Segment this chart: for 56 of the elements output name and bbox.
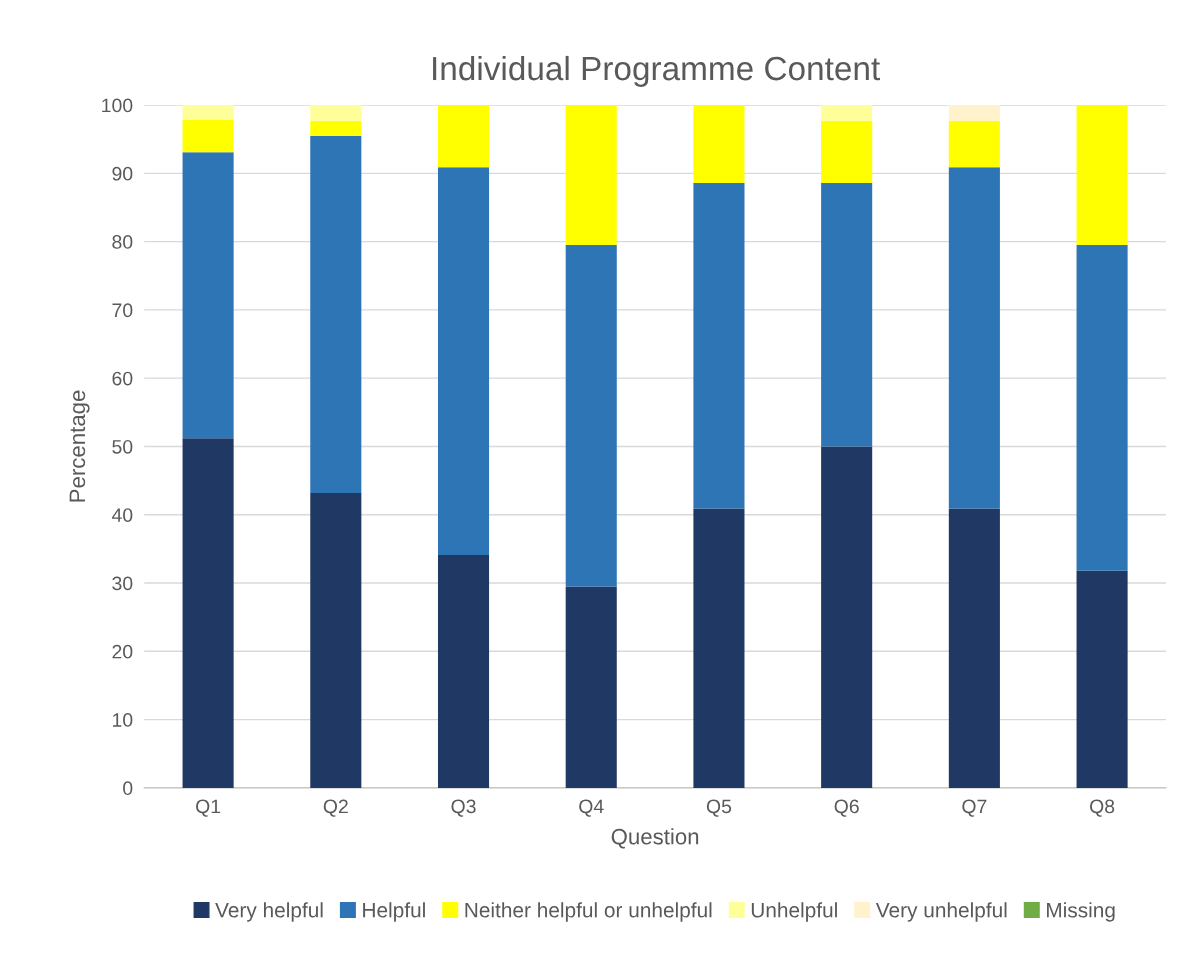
bar xyxy=(565,586,617,788)
y-tick-label: 60 xyxy=(112,371,133,386)
y-tick-label: 50 xyxy=(112,439,133,454)
x-tick-label: Q6 xyxy=(834,799,859,817)
y-tick-label: 90 xyxy=(112,166,133,181)
y-tick-label: 0 xyxy=(123,781,133,796)
bar xyxy=(821,446,873,788)
bar xyxy=(182,120,234,153)
y-tick-label: 40 xyxy=(111,508,133,522)
x-tick-label: Q8 xyxy=(1090,799,1115,817)
bar xyxy=(1076,245,1128,571)
chart-title: Individual Programme Content xyxy=(433,55,880,87)
bar xyxy=(948,167,1000,509)
y-tick-label: 30 xyxy=(112,576,133,591)
x-axis-title: Question xyxy=(611,828,699,849)
bar xyxy=(821,120,873,183)
x-tick-label: Q7 xyxy=(962,799,987,817)
bar xyxy=(948,120,1000,168)
bar xyxy=(565,105,617,246)
y-axis-title: Percentage xyxy=(69,390,90,502)
legend-label: Helpful xyxy=(363,902,425,922)
bar xyxy=(182,152,234,439)
bar xyxy=(310,120,362,136)
bar xyxy=(693,105,745,183)
bar xyxy=(1076,105,1128,246)
bar xyxy=(821,182,873,447)
y-tick-label: 100 xyxy=(102,98,133,113)
x-tick-label: Q3 xyxy=(451,799,476,817)
bar xyxy=(437,167,490,556)
bar xyxy=(437,105,490,168)
bar xyxy=(1076,570,1128,788)
legend-label: Very unhelpful xyxy=(875,902,1007,922)
x-tick-label: Q5 xyxy=(706,799,732,817)
bar xyxy=(437,555,490,788)
x-tick-label: Q1 xyxy=(196,799,221,817)
bar xyxy=(310,105,362,121)
y-tick-label: 80 xyxy=(112,235,133,249)
y-tick-label: 10 xyxy=(112,713,133,727)
legend-label: Missing xyxy=(1047,902,1115,922)
bar xyxy=(565,245,617,587)
bar xyxy=(310,135,362,493)
bar xyxy=(948,508,1000,788)
bar xyxy=(182,105,234,121)
bar xyxy=(693,508,745,788)
legend-label: Unhelpful xyxy=(751,902,837,922)
bar xyxy=(182,438,234,788)
bar xyxy=(310,492,362,788)
y-tick-label: 70 xyxy=(112,303,133,318)
legend-label: Neither helpful or unhelpful xyxy=(465,902,712,922)
bar xyxy=(821,105,873,121)
x-tick-label: Q2 xyxy=(323,799,348,817)
bar xyxy=(948,105,1000,121)
legend-label: Very helpful xyxy=(215,902,323,922)
x-tick-label: Q4 xyxy=(579,799,604,817)
bar xyxy=(693,182,745,509)
y-tick-label: 20 xyxy=(112,644,133,659)
